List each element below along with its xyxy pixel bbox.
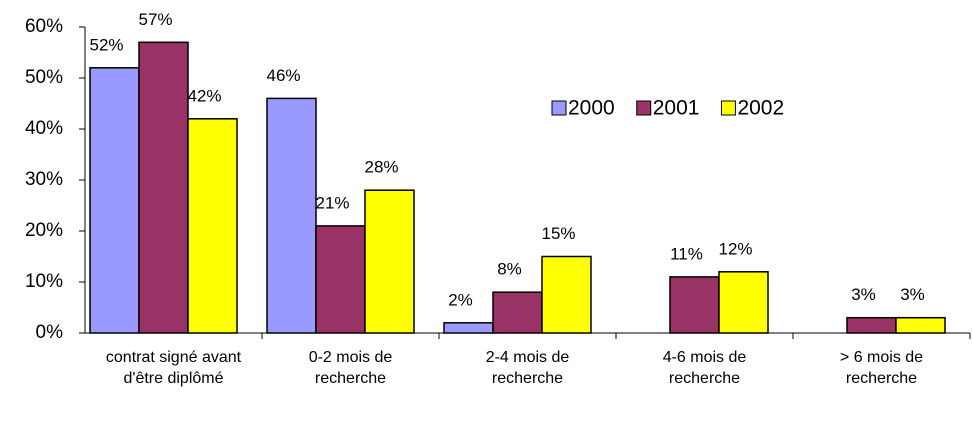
bar: [138, 41, 189, 334]
bar: [187, 118, 238, 334]
data-label: 21%: [315, 193, 349, 212]
y-tick-label: 40%: [25, 118, 63, 139]
bar: [895, 316, 946, 334]
legend-label: 2000: [568, 97, 615, 120]
data-label: 15%: [541, 224, 575, 243]
x-tick-label: 2-4 mois de recherche: [485, 349, 570, 387]
y-tick-label: 20%: [25, 220, 63, 241]
legend-label: 2001: [653, 97, 700, 120]
x-tick-label: > 6 mois de recherche: [839, 349, 924, 387]
data-label: 2%: [448, 290, 473, 309]
bar: [315, 225, 366, 334]
legend-swatch: [720, 100, 736, 116]
legend-swatch: [636, 100, 652, 116]
bar: [89, 67, 140, 334]
data-label: 42%: [187, 86, 221, 105]
data-label: 12%: [718, 239, 752, 258]
bar: [443, 322, 494, 334]
bar: [541, 255, 592, 334]
bar: [669, 276, 720, 334]
data-label: 3%: [900, 285, 925, 304]
bar: [718, 271, 769, 334]
y-tick-label: 10%: [25, 271, 63, 292]
y-tick-label: 30%: [25, 169, 63, 190]
legend-swatch: [551, 100, 567, 116]
data-label: 11%: [670, 244, 703, 263]
y-tick-label: 60%: [25, 16, 63, 37]
bar: [846, 316, 897, 334]
x-tick-label: 0-2 mois de recherche: [308, 349, 393, 387]
data-label: 57%: [138, 10, 172, 29]
y-tick-label: 0%: [36, 322, 64, 343]
x-tick-label: 4-6 mois de recherche: [662, 349, 747, 387]
data-label: 3%: [851, 285, 876, 304]
bar: [266, 97, 317, 334]
legend-label: 2002: [737, 97, 784, 120]
y-tick-label: 50%: [25, 67, 63, 88]
x-tick-label: contrat signé avant d'être diplômé: [105, 349, 242, 387]
bar: [364, 189, 415, 334]
bar: [492, 291, 543, 334]
data-label: 28%: [364, 158, 398, 177]
data-label: 52%: [89, 35, 123, 54]
data-label: 8%: [497, 260, 522, 279]
data-label: 46%: [266, 66, 300, 85]
